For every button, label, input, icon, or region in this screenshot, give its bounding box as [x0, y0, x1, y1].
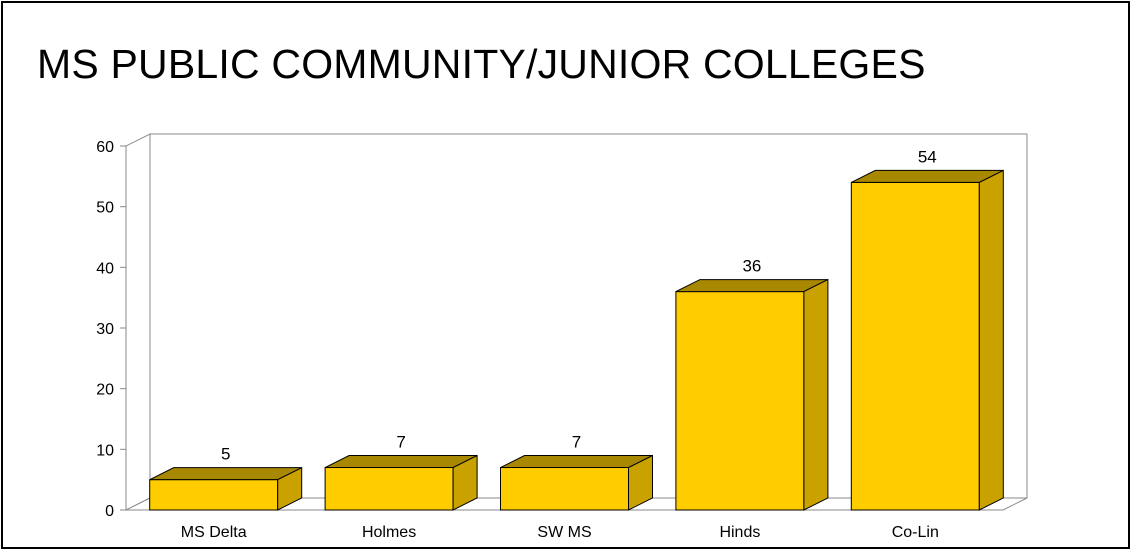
- bar-top: [500, 455, 653, 469]
- y-tick-label: 20: [96, 382, 114, 399]
- category-label: Co-Lin: [892, 524, 939, 541]
- category-label: SW MS: [537, 524, 591, 541]
- y-tick-label: 0: [105, 503, 114, 520]
- y-tick-label: 30: [96, 321, 114, 338]
- data-label: 5: [221, 445, 230, 464]
- category-label: Holmes: [362, 524, 416, 541]
- bar-side: [803, 278, 829, 511]
- y-tick-label: 10: [96, 442, 114, 459]
- chart-title: MS PUBLIC COMMUNITY/JUNIOR COLLEGES: [37, 41, 926, 87]
- bar-side: [452, 454, 478, 511]
- bar-front: [675, 291, 805, 511]
- bar: [149, 466, 303, 511]
- bar: [850, 169, 1004, 511]
- chart-bars: [149, 169, 1004, 511]
- bar-front: [500, 467, 629, 511]
- data-label: 36: [742, 257, 761, 276]
- bar: [500, 454, 653, 511]
- bar-front: [324, 467, 454, 511]
- bar-side: [978, 169, 1004, 511]
- bar-top: [851, 169, 1004, 183]
- y-tick-label: 40: [96, 260, 114, 277]
- y-tick-label: 60: [96, 139, 114, 156]
- chart-labels: 0 10 20 30 40 50 60 5 MS Delta 7 Holmes 7 SW MS 36 Hin…: [96, 139, 939, 541]
- data-label: 7: [572, 433, 581, 452]
- bar: [675, 278, 829, 511]
- bar: [324, 454, 478, 511]
- data-label: 54: [918, 147, 937, 166]
- data-label: 7: [396, 433, 405, 452]
- bar-top: [324, 455, 478, 469]
- bar-side: [628, 454, 653, 511]
- bar-front: [149, 479, 279, 511]
- bar-top: [675, 279, 829, 293]
- side-wall: [125, 133, 151, 511]
- category-label: MS Delta: [181, 524, 247, 541]
- bar-front: [850, 181, 980, 511]
- bar-side: [277, 466, 303, 511]
- category-label: Hinds: [719, 524, 760, 541]
- bar-top: [149, 467, 302, 481]
- y-tick-label: 50: [96, 200, 114, 217]
